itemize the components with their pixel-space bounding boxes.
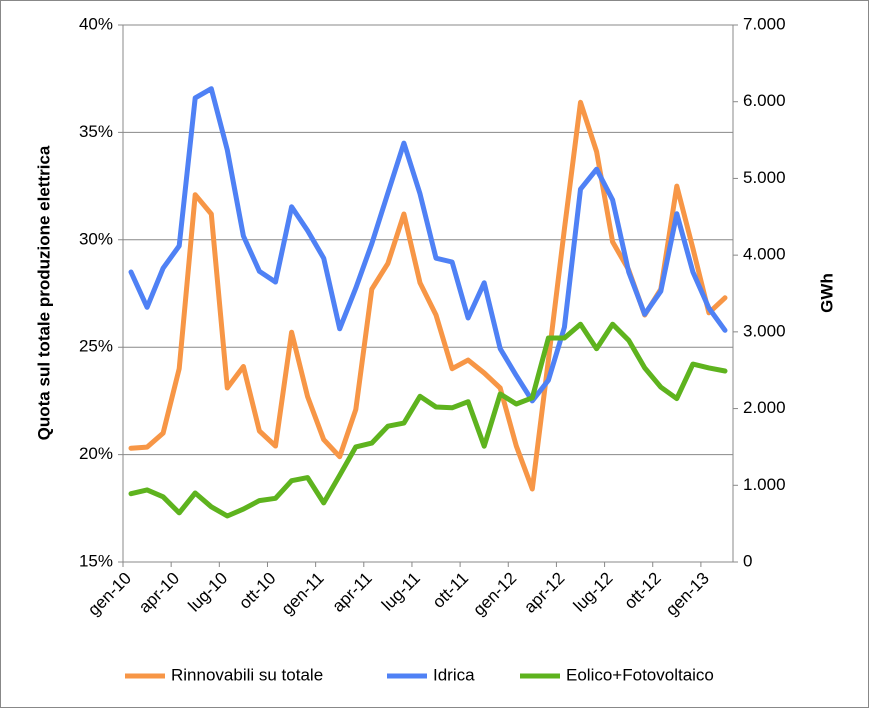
y-axis-title: Quota sul totale produzione elettrica [34,145,53,440]
series-line [128,86,728,404]
y-tick-label: 35% [79,122,113,141]
legend-label: Idrica [433,665,475,684]
y2-tick-label: 2.000 [743,398,786,417]
y-tick-label: 30% [79,229,113,248]
y2-tick-label: 1.000 [743,475,786,494]
y2-tick-label: 5.000 [743,168,786,187]
y2-tick-label: 0 [743,551,752,570]
y-tick-label: 25% [79,337,113,356]
y-tick-label: 20% [79,444,113,463]
legend-label: Rinnovabili su totale [171,665,323,684]
y2-tick-label: 4.000 [743,245,786,264]
y2-tick-label: 7.000 [743,14,786,33]
y-tick-label: 15% [79,551,113,570]
y2-tick-label: 3.000 [743,321,786,340]
series-line [128,321,728,519]
legend-label: Eolico+Fotovoltaico [566,665,714,684]
y-tick-label: 40% [79,14,113,33]
y2-tick-label: 6.000 [743,91,786,110]
y2-axis-title: GWh [817,273,836,313]
